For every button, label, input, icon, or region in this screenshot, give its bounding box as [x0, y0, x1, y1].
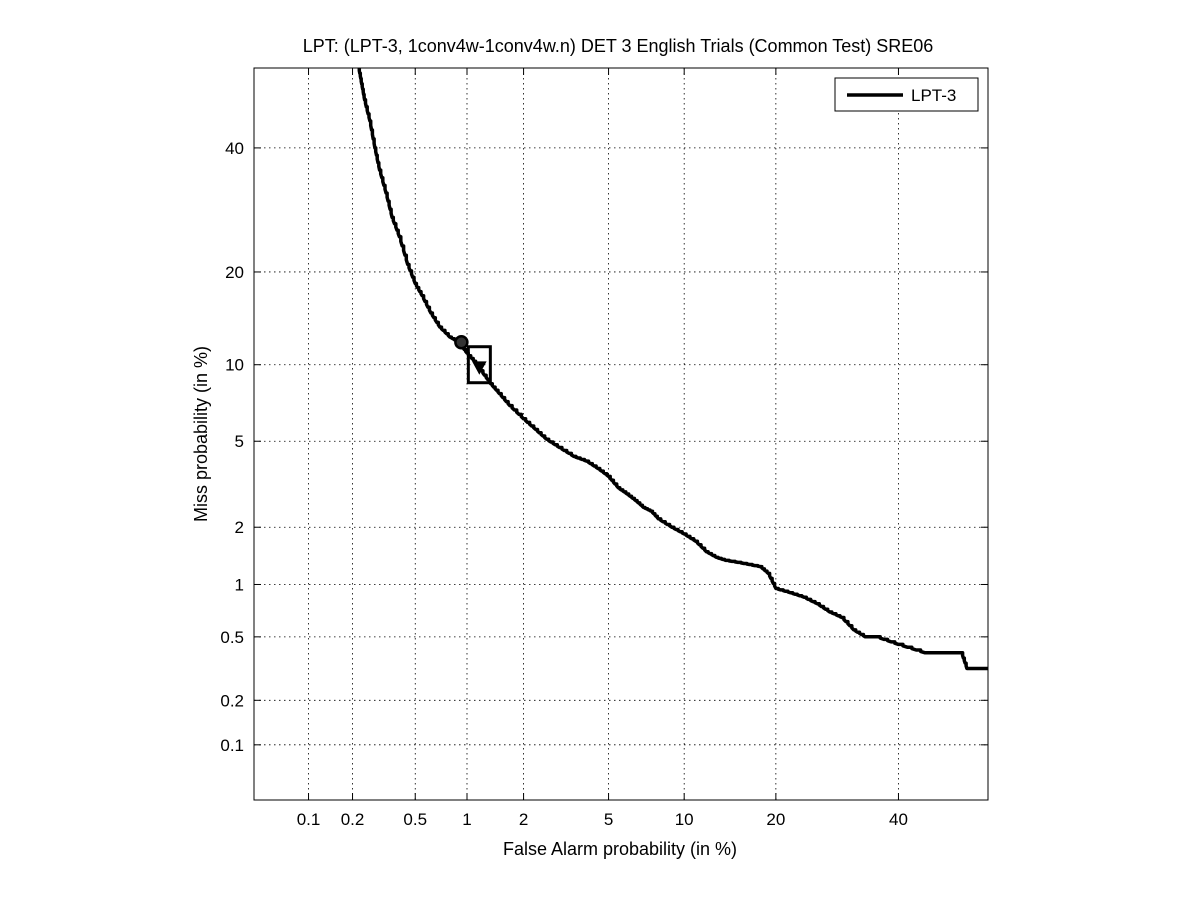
chart-title: LPT: (LPT-3, 1conv4w-1conv4w.n) DET 3 En…: [303, 36, 934, 56]
x-tick-label: 0.1: [297, 810, 321, 829]
x-tick-label: 1: [462, 810, 471, 829]
y-tick-label: 1: [235, 575, 244, 594]
x-axis-label: False Alarm probability (in %): [503, 839, 737, 859]
x-tick-label: 10: [675, 810, 694, 829]
y-tick-label: 5: [235, 432, 244, 451]
y-axis-ticks: 0.1 0.2 0.5 1 2 5 10 20 40: [220, 139, 988, 755]
y-tick-label: 40: [225, 139, 244, 158]
y-tick-label: 0.2: [220, 691, 244, 710]
plot-area: [254, 68, 988, 800]
x-tick-label: 0.5: [403, 810, 427, 829]
actual-dcf-triangle-marker: [472, 361, 487, 375]
legend: LPT-3: [834, 77, 979, 112]
y-tick-label: 0.1: [220, 736, 244, 755]
y-tick-label: 10: [225, 356, 244, 375]
x-tick-label: 2: [519, 810, 528, 829]
marker-layer: [454, 335, 492, 385]
x-tick-label: 5: [604, 810, 613, 829]
x-tick-label: 20: [766, 810, 785, 829]
y-axis-label: Miss probability (in %): [191, 346, 211, 522]
confidence-box-marker: [466, 345, 492, 385]
y-tick-label: 20: [225, 263, 244, 282]
legend-label-lpt-3: LPT-3: [911, 86, 956, 105]
grid-lines: [254, 68, 988, 800]
plot-frame: [253, 67, 989, 801]
x-tick-label: 40: [889, 810, 908, 829]
y-tick-label: 0.5: [220, 628, 244, 647]
x-tick-label: 0.2: [341, 810, 365, 829]
series-layer: [357, 68, 988, 671]
min-dcf-circle-marker: [454, 335, 469, 350]
x-axis-ticks: 0.1 0.2 0.5 1 2 5 10 20 40: [297, 68, 908, 829]
y-tick-label: 2: [235, 518, 244, 537]
series-line-lpt-3: [357, 68, 988, 671]
